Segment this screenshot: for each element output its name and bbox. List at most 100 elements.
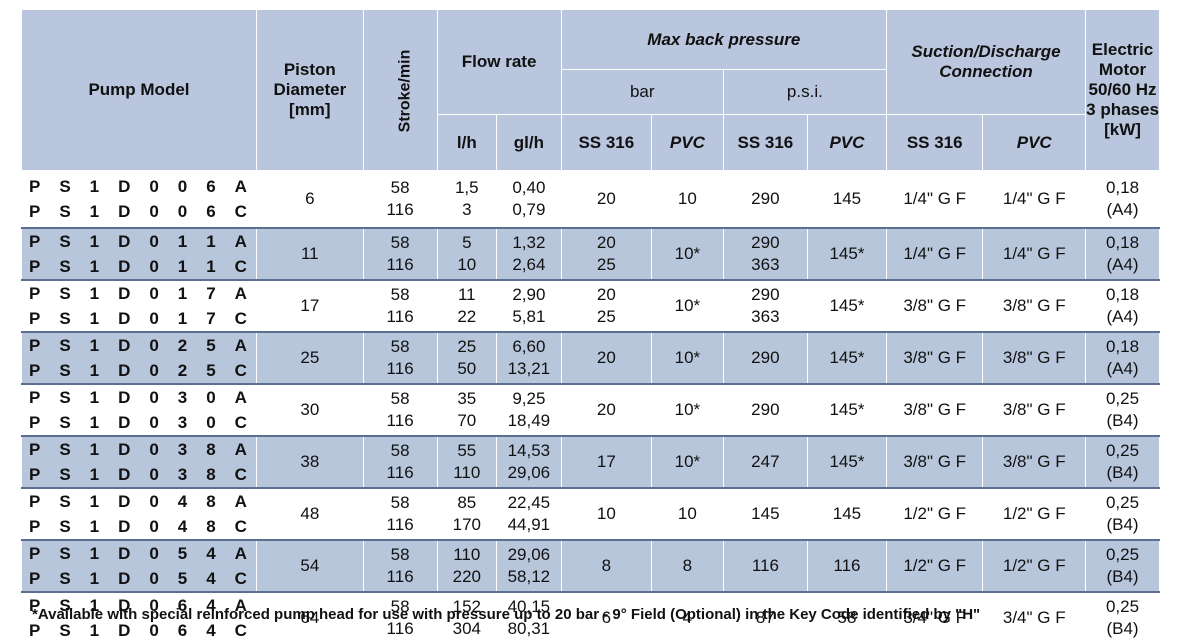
psi-pvc-cell: 145* [806, 382, 887, 436]
motor-cell-value: 0,18 [1105, 177, 1140, 197]
stroke-cell: 58 116 [362, 170, 438, 228]
motor-cell-value: 0,25 [1105, 596, 1140, 616]
stroke-cell-value: 58 [390, 232, 410, 252]
flow-glh-cell: 14,53 29,06 [496, 434, 562, 488]
motor-cell-value: (A4) [1106, 199, 1139, 219]
motor-cell: 0,18 (A4) [1085, 278, 1160, 332]
psi-ss316-cell: 247 [722, 434, 808, 488]
bar-pvc-cell: 10* [650, 382, 724, 436]
stroke-cell-value: 58 [390, 440, 410, 460]
motor-cell: 0,25 (B4) [1085, 382, 1160, 436]
conn-pvc-cell: 3/8" G F [982, 330, 1087, 384]
psi-ss316-cell-value: 363 [751, 306, 780, 326]
flow-lh-cell-value: 70 [457, 410, 477, 430]
header-bar: bar [560, 69, 724, 115]
stroke-cell-value: 58 [390, 544, 410, 564]
flow-glh-cell-value: 1,32 [512, 232, 546, 252]
flow-glh-cell: 2,90 5,81 [496, 278, 562, 332]
conn-pvc-cell: 1/4" G F [982, 226, 1087, 280]
bar-ss316-cell: 20 [560, 330, 652, 384]
motor-cell-value: 0,18 [1105, 336, 1140, 356]
bar-pvc-cell: 10* [650, 434, 724, 488]
diameter-cell: 38 [255, 434, 364, 488]
stroke-cell-value: 116 [386, 566, 414, 586]
motor-cell-value: (B4) [1106, 514, 1139, 534]
table-row: P S 1 D 0 3 8 A P S 1 D 0 3 8 C 38 58 116 55 110 14,53 29,06 17… [21, 434, 1160, 488]
psi-pvc-cell: 145* [806, 278, 887, 332]
conn-pvc-cell: 3/8" G F [982, 434, 1087, 488]
flow-lh-cell: 5 10 [436, 226, 498, 280]
header-flow-rate: Flow rate [436, 9, 562, 115]
conn-pvc-cell: 3/4" G F [982, 590, 1087, 644]
psi-ss316-cell: 290 363 [722, 226, 808, 280]
stroke-cell-value: 58 [390, 492, 410, 512]
stroke-cell-value: 116 [386, 199, 414, 219]
flow-lh-cell-value: 85 [457, 492, 477, 512]
footnote: *Available with special reinforced pump … [32, 606, 981, 623]
conn-ss316-cell: 1/4" G F [885, 170, 984, 228]
stroke-cell-value: 58 [390, 336, 410, 356]
psi-pvc-cell: 145 [806, 170, 887, 228]
diameter-cell: 30 [255, 382, 364, 436]
conn-pvc-cell: 1/2" G F [982, 486, 1087, 540]
flow-glh-cell: 0,40 0,79 [496, 170, 562, 228]
flow-lh-cell-value: 55 [457, 440, 477, 460]
flow-lh-cell: 85 170 [436, 486, 498, 540]
conn-pvc-cell: 1/2" G F [982, 538, 1087, 592]
flow-lh-cell-value: 11 [457, 284, 476, 304]
header-lh: l/h [436, 114, 498, 171]
flow-lh-cell: 25 50 [436, 330, 498, 384]
flow-lh-cell-value: 35 [457, 388, 477, 408]
psi-ss316-cell: 290 363 [722, 278, 808, 332]
flow-glh-cell-value: 58,12 [507, 566, 551, 586]
psi-ss316-cell: 116 [722, 538, 808, 592]
bar-pvc-cell: 10 [650, 486, 724, 540]
conn-ss316-cell: 3/8" G F [885, 330, 984, 384]
flow-lh-cell-value: 50 [457, 358, 477, 378]
stroke-cell-value: 58 [390, 284, 410, 304]
motor-cell-value: (B4) [1106, 462, 1139, 482]
flow-lh-cell-value: 110 [453, 544, 481, 564]
flow-glh-cell-value: 29,06 [507, 544, 551, 564]
flow-glh-cell-value: 29,06 [507, 462, 551, 482]
psi-ss316-cell-value: 363 [751, 254, 780, 274]
bar-ss316-cell: 20 [560, 382, 652, 436]
psi-pvc-cell: 145* [806, 226, 887, 280]
flow-glh-cell-value: 40,15 [507, 596, 551, 616]
psi-pvc-cell: 116 [806, 538, 887, 592]
flow-glh-cell-value: 0,40 [512, 177, 546, 197]
table-row: P S 1 D 0 2 5 A P S 1 D 0 2 5 C 25 58 116 25 50 6,60 13,21 20 10… [21, 330, 1160, 384]
stroke-cell: 58 116 [362, 434, 438, 488]
header-bar-ss316: SS 316 [560, 114, 652, 171]
motor-cell-value: (B4) [1106, 410, 1139, 430]
flow-lh-cell: 35 70 [436, 382, 498, 436]
conn-ss316-cell: 3/8" G F [885, 382, 984, 436]
flow-glh-cell-value: 5,81 [512, 306, 546, 326]
stroke-cell-value: 58 [390, 388, 410, 408]
psi-ss316-cell: 290 [722, 330, 808, 384]
table-row: P S 1 D 0 4 8 A P S 1 D 0 4 8 C 48 58 116 85 170 22,45 44,91 10… [21, 486, 1160, 540]
flow-lh-cell-value: 1,5 [454, 177, 479, 197]
stroke-cell-value: 116 [386, 358, 414, 378]
motor-cell-value: (B4) [1106, 618, 1139, 638]
motor-cell-value: 0,25 [1105, 440, 1140, 460]
flow-lh-cell-value: 170 [452, 514, 481, 534]
conn-ss316-cell: 1/2" G F [885, 538, 984, 592]
flow-glh-cell-value: 9,25 [512, 388, 546, 408]
flow-glh-cell-value: 22,45 [507, 492, 551, 512]
bar-ss316-cell: 20 25 [560, 226, 652, 280]
motor-cell: 0,25 (B4) [1085, 434, 1160, 488]
